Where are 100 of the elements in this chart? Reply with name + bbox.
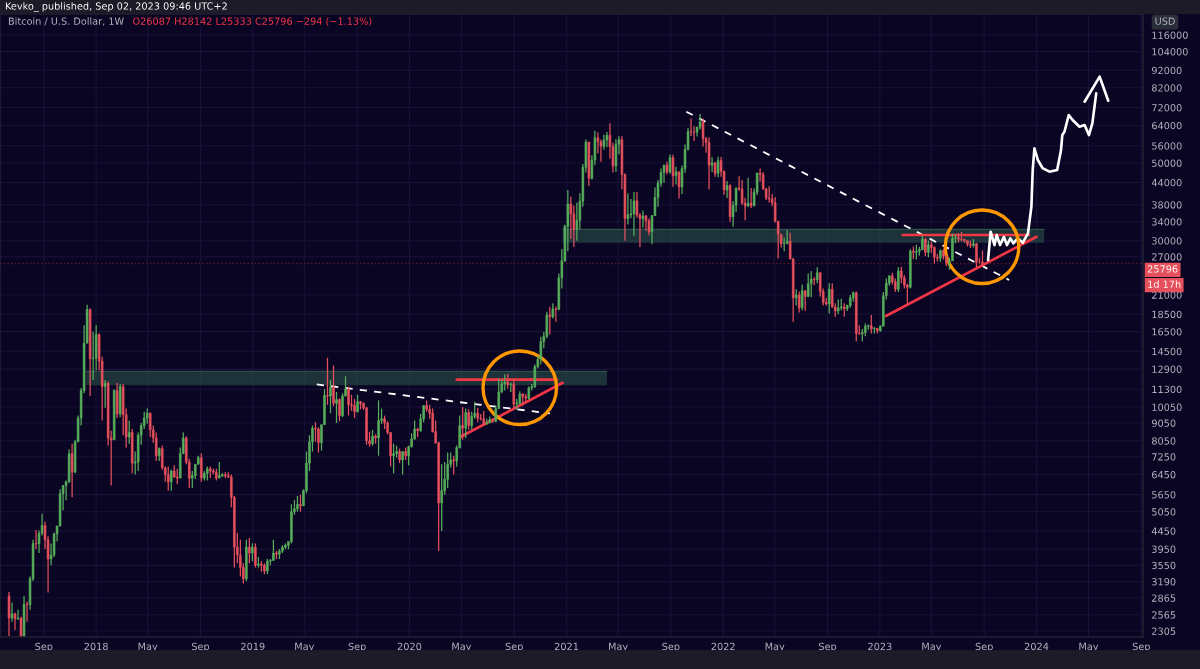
x-tick-label: Sep (191, 642, 210, 652)
candlestick (338, 397, 341, 422)
candlestick (605, 131, 609, 148)
candlestick (644, 214, 648, 232)
x-tick-label: 2021 (554, 642, 579, 651)
x-tick-label: Sep (1132, 642, 1150, 652)
y-tick-label: 38000 (1152, 201, 1182, 209)
candlestick (710, 156, 714, 173)
chart-title: Bitcoin / U.S. Dollar, 1W (8, 17, 124, 26)
y-tick-label: 30000 (1152, 237, 1182, 245)
candlestick (671, 154, 675, 188)
candlestick (674, 166, 678, 186)
candlestick (966, 240, 969, 248)
candlestick (326, 357, 329, 406)
candlestick (698, 113, 702, 131)
y-tick-label: 12900 (1152, 365, 1182, 373)
candlestick (641, 209, 645, 229)
candlestick (626, 192, 630, 226)
x-tick-label: 2022 (711, 642, 735, 651)
candlestick (981, 249, 984, 268)
candlestick (548, 306, 552, 336)
candlestick (353, 398, 356, 419)
candlestick (939, 248, 942, 263)
candlestick (377, 399, 380, 457)
candlestick (317, 426, 320, 454)
y-tick-label: 50000 (1152, 159, 1182, 167)
y-tick-label: 5650 (1152, 491, 1176, 499)
y-tick-label: 2305 (1152, 627, 1176, 635)
candlestick (272, 539, 275, 562)
candlestick (266, 558, 269, 575)
candlestick (127, 419, 131, 445)
y-tick-label: 9050 (1151, 419, 1176, 427)
x-tick-label: May (1079, 642, 1099, 652)
y-tick-label: 116000 (1152, 31, 1188, 39)
y-tick-label: 2865 (1152, 594, 1176, 602)
candlestick (392, 443, 395, 474)
candlestick (275, 550, 278, 560)
candlestick (960, 231, 963, 242)
y-tick-label: 7250 (1152, 453, 1176, 461)
x-tick-label: May (452, 642, 472, 652)
y-tick-label: 3950 (1152, 545, 1176, 553)
x-tick-label: Sep (662, 642, 680, 652)
candlestick (398, 447, 401, 464)
candlestick (10, 601, 14, 623)
y-tick-label: 2565 (1152, 611, 1176, 619)
candlestick (359, 400, 362, 410)
candlestick (374, 433, 377, 445)
y-tick-label: 5050 (1152, 508, 1176, 516)
candlestick (614, 138, 618, 173)
x-tick-label: May (295, 642, 315, 652)
candlestick (707, 136, 711, 191)
chart-subtitle: O26087 H28142 L25333 C25796 −294 (−1.13%) (133, 17, 372, 26)
y-tick-label: 27000 (1152, 253, 1182, 261)
candlestick (440, 463, 443, 532)
candlestick (34, 529, 38, 550)
candlestick (383, 414, 386, 430)
x-tick-label: May (922, 642, 942, 652)
y-tick-label: 34000 (1152, 218, 1182, 226)
candlestick (972, 238, 975, 249)
text: 1d 17h (1148, 280, 1181, 288)
y-tick-label: 11300 (1152, 385, 1182, 394)
candlestick (365, 406, 368, 446)
candlestick (725, 180, 729, 199)
y-tick-label: 10050 (1152, 403, 1182, 411)
candlestick (356, 394, 359, 414)
candlestick (933, 245, 936, 265)
candlestick (299, 494, 302, 513)
y-tick-label: 14500 (1152, 347, 1182, 356)
x-tick-label: Sep (348, 642, 366, 652)
line-series (986, 92, 1098, 262)
x-tick-label: Sep (35, 642, 53, 652)
y-tick-label: 3190 (1152, 578, 1176, 586)
x-tick-label: 2019 (241, 642, 265, 651)
y-tick-label: 64000 (1152, 121, 1182, 130)
candlestick (290, 503, 293, 545)
candlestick (632, 191, 636, 237)
candlestick (467, 408, 470, 431)
x-tick-label: 2020 (397, 642, 422, 651)
candlestick (278, 548, 281, 560)
y-tick-label: 72000 (1152, 104, 1182, 112)
y-tick-label: 104000 (1152, 48, 1188, 56)
candlestick (975, 242, 978, 268)
candlestick (284, 542, 287, 550)
y-tick-label: 3550 (1152, 561, 1176, 570)
candlestick (677, 171, 681, 200)
candlestick (452, 455, 455, 476)
candlestick (103, 379, 107, 409)
candlestick (296, 495, 299, 513)
candlestick (945, 253, 948, 267)
y-tick-label: 92000 (1151, 66, 1182, 75)
y-tick-label: 16500 (1152, 328, 1182, 336)
candlestick (539, 336, 543, 366)
x-tick-label: 2018 (84, 642, 108, 651)
x-tick-label: Sep (505, 642, 523, 652)
text: Kevko_ published, Sep 02, 2023 09:46 UTC+2 (5, 2, 227, 12)
y-tick-label: 6450 (1152, 470, 1176, 479)
candlestick (341, 392, 344, 418)
y-tick-label: 82000 (1151, 84, 1182, 92)
y-tick-label: 8050 (1151, 437, 1176, 445)
candlestick (662, 164, 666, 184)
